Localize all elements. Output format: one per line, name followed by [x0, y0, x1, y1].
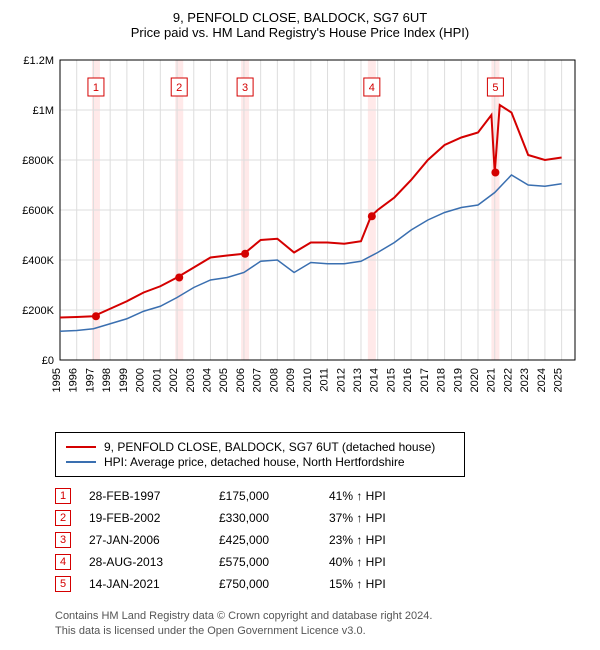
page-title-line2: Price paid vs. HM Land Registry's House …	[15, 25, 585, 40]
footer-line2: This data is licensed under the Open Gov…	[55, 624, 585, 639]
legend-label: HPI: Average price, detached house, Nort…	[104, 455, 405, 469]
legend-label: 9, PENFOLD CLOSE, BALDOCK, SG7 6UT (deta…	[104, 440, 435, 454]
event-pct: 15% ↑ HPI	[329, 577, 439, 591]
chart-legend: 9, PENFOLD CLOSE, BALDOCK, SG7 6UT (deta…	[55, 432, 465, 477]
svg-text:2010: 2010	[302, 368, 314, 392]
svg-text:2001: 2001	[151, 368, 163, 392]
svg-text:1997: 1997	[84, 368, 96, 392]
svg-text:2002: 2002	[168, 368, 180, 392]
legend-swatch	[66, 461, 96, 463]
svg-text:1998: 1998	[101, 368, 113, 392]
svg-text:2009: 2009	[285, 368, 297, 392]
svg-text:2012: 2012	[335, 368, 347, 392]
svg-text:2014: 2014	[369, 368, 381, 392]
event-pct: 40% ↑ HPI	[329, 555, 439, 569]
event-marker: 4	[55, 554, 71, 570]
event-row: 2 19-FEB-2002£330,00037% ↑ HPI	[55, 507, 585, 529]
svg-text:2008: 2008	[268, 368, 280, 392]
svg-text:2017: 2017	[419, 368, 431, 392]
event-pct: 41% ↑ HPI	[329, 489, 439, 503]
svg-text:2022: 2022	[502, 368, 514, 392]
svg-text:2018: 2018	[436, 368, 448, 392]
svg-text:2000: 2000	[135, 368, 147, 392]
svg-text:2004: 2004	[201, 368, 213, 392]
event-marker: 1	[55, 488, 71, 504]
price-chart: £0 £200K £400K £600K £800K £1M £1.2M 1995 1996 19…	[15, 50, 585, 420]
svg-text:£800K: £800K	[22, 155, 54, 167]
event-date: 27-JAN-2006	[89, 533, 219, 547]
event-marker: 3	[55, 532, 71, 548]
event-price: £175,000	[219, 489, 329, 503]
legend-row: HPI: Average price, detached house, Nort…	[66, 455, 454, 469]
chart-svg: £0 £200K £400K £600K £800K £1M £1.2M 1995 1996 19…	[15, 50, 585, 420]
event-row: 3 27-JAN-2006£425,00023% ↑ HPI	[55, 529, 585, 551]
event-row: 4 28-AUG-2013£575,00040% ↑ HPI	[55, 551, 585, 573]
svg-text:2006: 2006	[235, 368, 247, 392]
svg-text:2013: 2013	[352, 368, 364, 392]
event-price: £330,000	[219, 511, 329, 525]
event-pct: 37% ↑ HPI	[329, 511, 439, 525]
svg-text:1995: 1995	[51, 368, 63, 392]
svg-text:5: 5	[492, 82, 498, 94]
event-marker: 2	[55, 510, 71, 526]
svg-text:£0: £0	[42, 355, 54, 367]
svg-text:1996: 1996	[68, 368, 80, 392]
svg-text:2005: 2005	[218, 368, 230, 392]
footer-line1: Contains HM Land Registry data © Crown c…	[55, 609, 585, 624]
legend-swatch	[66, 446, 96, 448]
page-title-line1: 9, PENFOLD CLOSE, BALDOCK, SG7 6UT	[15, 10, 585, 25]
svg-text:2021: 2021	[486, 368, 498, 392]
event-row: 1 28-FEB-1997£175,00041% ↑ HPI	[55, 485, 585, 507]
event-row: 5 14-JAN-2021£750,00015% ↑ HPI	[55, 573, 585, 595]
svg-text:2025: 2025	[553, 368, 565, 392]
event-date: 14-JAN-2021	[89, 577, 219, 591]
svg-text:1: 1	[93, 82, 99, 94]
svg-text:£400K: £400K	[22, 255, 54, 267]
svg-text:£1.2M: £1.2M	[23, 55, 54, 67]
svg-text:2007: 2007	[252, 368, 264, 392]
event-pct: 23% ↑ HPI	[329, 533, 439, 547]
svg-text:4: 4	[369, 82, 375, 94]
svg-text:2023: 2023	[519, 368, 531, 392]
event-price: £575,000	[219, 555, 329, 569]
event-marker: 5	[55, 576, 71, 592]
event-date: 28-FEB-1997	[89, 489, 219, 503]
svg-text:£200K: £200K	[22, 305, 54, 317]
svg-text:2011: 2011	[319, 368, 331, 392]
legend-row: 9, PENFOLD CLOSE, BALDOCK, SG7 6UT (deta…	[66, 440, 454, 454]
footer-attribution: Contains HM Land Registry data © Crown c…	[55, 609, 585, 639]
svg-text:2003: 2003	[185, 368, 197, 392]
svg-text:1999: 1999	[118, 368, 130, 392]
svg-text:2016: 2016	[402, 368, 414, 392]
svg-text:2: 2	[176, 82, 182, 94]
events-table: 1 28-FEB-1997£175,00041% ↑ HPI 2 19-FEB-200…	[55, 485, 585, 595]
svg-text:2019: 2019	[452, 368, 464, 392]
event-date: 28-AUG-2013	[89, 555, 219, 569]
svg-text:2015: 2015	[385, 368, 397, 392]
svg-text:2024: 2024	[536, 368, 548, 392]
svg-text:£600K: £600K	[22, 205, 54, 217]
svg-text:£1M: £1M	[33, 105, 54, 117]
svg-text:2020: 2020	[469, 368, 481, 392]
svg-text:3: 3	[242, 82, 248, 94]
event-price: £425,000	[219, 533, 329, 547]
event-date: 19-FEB-2002	[89, 511, 219, 525]
event-price: £750,000	[219, 577, 329, 591]
